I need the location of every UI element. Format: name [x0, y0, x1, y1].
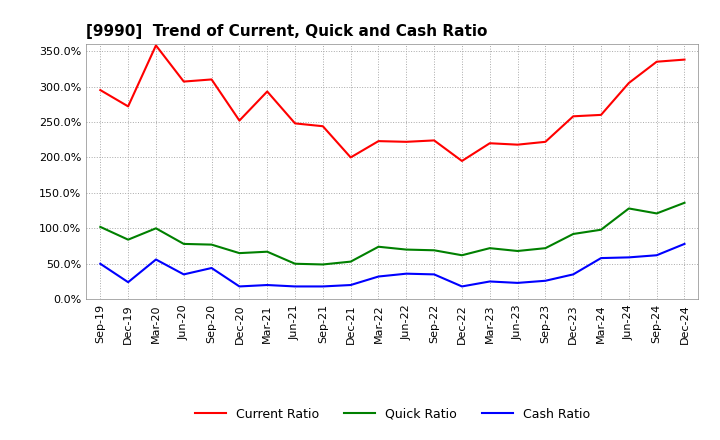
Current Ratio: [430, 138, 438, 143]
Cash Ratio: [346, 282, 355, 288]
Quick Ratio: [291, 261, 300, 266]
Cash Ratio: [96, 261, 104, 266]
Current Ratio: [458, 158, 467, 164]
Current Ratio: [597, 112, 606, 117]
Cash Ratio: [541, 278, 550, 283]
Quick Ratio: [152, 226, 161, 231]
Quick Ratio: [541, 246, 550, 251]
Current Ratio: [346, 155, 355, 160]
Current Ratio: [680, 57, 689, 62]
Quick Ratio: [680, 200, 689, 205]
Cash Ratio: [430, 272, 438, 277]
Current Ratio: [402, 139, 410, 144]
Quick Ratio: [179, 241, 188, 246]
Quick Ratio: [513, 248, 522, 253]
Quick Ratio: [624, 206, 633, 211]
Cash Ratio: [485, 279, 494, 284]
Current Ratio: [652, 59, 661, 64]
Cash Ratio: [179, 272, 188, 277]
Cash Ratio: [152, 257, 161, 262]
Legend: Current Ratio, Quick Ratio, Cash Ratio: Current Ratio, Quick Ratio, Cash Ratio: [189, 403, 595, 425]
Cash Ratio: [652, 253, 661, 258]
Current Ratio: [541, 139, 550, 144]
Quick Ratio: [318, 262, 327, 267]
Cash Ratio: [597, 256, 606, 261]
Quick Ratio: [207, 242, 216, 247]
Cash Ratio: [235, 284, 243, 289]
Line: Cash Ratio: Cash Ratio: [100, 244, 685, 286]
Current Ratio: [235, 118, 243, 123]
Cash Ratio: [624, 255, 633, 260]
Current Ratio: [374, 139, 383, 144]
Current Ratio: [263, 89, 271, 94]
Cash Ratio: [680, 241, 689, 246]
Cash Ratio: [374, 274, 383, 279]
Text: [9990]  Trend of Current, Quick and Cash Ratio: [9990] Trend of Current, Quick and Cash …: [86, 24, 487, 39]
Quick Ratio: [96, 224, 104, 230]
Current Ratio: [318, 124, 327, 129]
Cash Ratio: [458, 284, 467, 289]
Current Ratio: [152, 43, 161, 48]
Cash Ratio: [318, 284, 327, 289]
Cash Ratio: [402, 271, 410, 276]
Cash Ratio: [263, 282, 271, 288]
Quick Ratio: [597, 227, 606, 232]
Current Ratio: [207, 77, 216, 82]
Quick Ratio: [402, 247, 410, 252]
Quick Ratio: [652, 211, 661, 216]
Quick Ratio: [263, 249, 271, 254]
Cash Ratio: [207, 265, 216, 271]
Current Ratio: [96, 88, 104, 93]
Quick Ratio: [235, 250, 243, 256]
Quick Ratio: [124, 237, 132, 242]
Quick Ratio: [458, 253, 467, 258]
Current Ratio: [291, 121, 300, 126]
Line: Quick Ratio: Quick Ratio: [100, 203, 685, 264]
Current Ratio: [124, 104, 132, 109]
Current Ratio: [513, 142, 522, 147]
Current Ratio: [485, 141, 494, 146]
Cash Ratio: [569, 272, 577, 277]
Line: Current Ratio: Current Ratio: [100, 45, 685, 161]
Quick Ratio: [485, 246, 494, 251]
Current Ratio: [569, 114, 577, 119]
Quick Ratio: [569, 231, 577, 237]
Quick Ratio: [346, 259, 355, 264]
Quick Ratio: [374, 244, 383, 249]
Cash Ratio: [291, 284, 300, 289]
Current Ratio: [179, 79, 188, 84]
Cash Ratio: [513, 280, 522, 286]
Current Ratio: [624, 81, 633, 86]
Quick Ratio: [430, 248, 438, 253]
Cash Ratio: [124, 279, 132, 285]
